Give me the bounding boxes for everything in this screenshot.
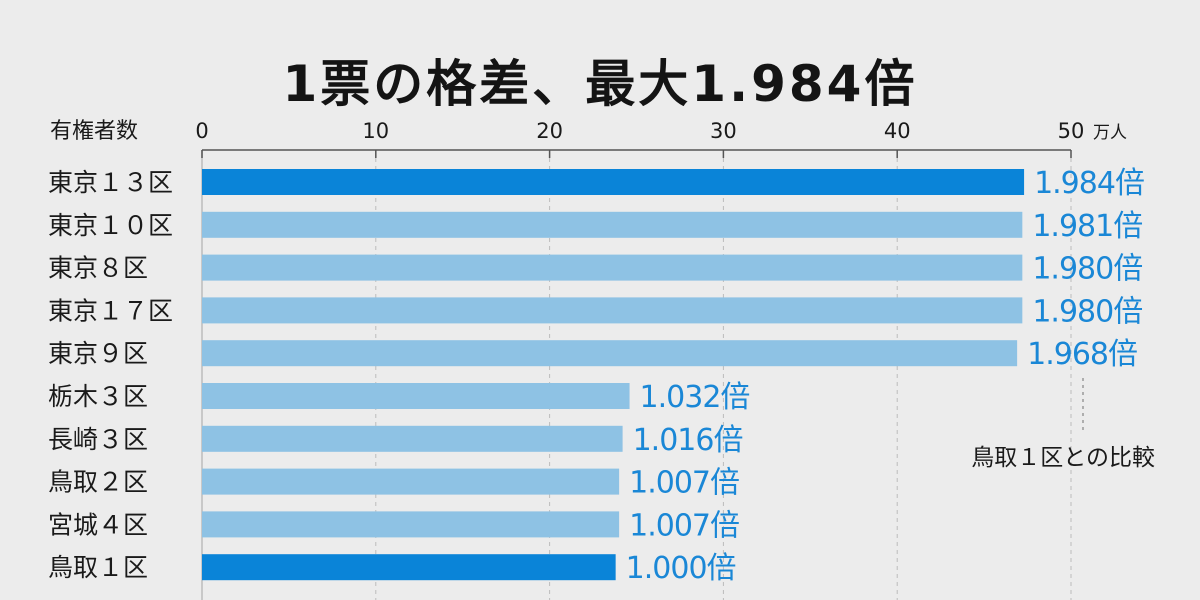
x-tick-label: 0 bbox=[195, 119, 208, 143]
data-label: 1.007倍 bbox=[629, 466, 739, 501]
bar bbox=[202, 425, 623, 452]
chart-title: 1票の格差、最大1.984倍 bbox=[282, 55, 918, 113]
bar bbox=[202, 340, 1018, 367]
x-tick-label: 10 bbox=[362, 119, 389, 143]
category-label: 鳥取２区 bbox=[48, 468, 148, 497]
x-tick-label: 40 bbox=[884, 119, 911, 143]
bar bbox=[202, 511, 620, 538]
category-label: 鳥取１区 bbox=[48, 553, 148, 582]
data-label: 1.980倍 bbox=[1032, 294, 1142, 329]
category-label: 東京１０区 bbox=[48, 211, 173, 240]
data-label: 1.984倍 bbox=[1034, 166, 1144, 201]
annotation-text: 鳥取１区との比較 bbox=[971, 445, 1155, 471]
data-label: 1.007倍 bbox=[629, 508, 739, 543]
bar bbox=[202, 211, 1023, 238]
data-label: 1.000倍 bbox=[626, 551, 736, 586]
x-axis-unit: 万人 bbox=[1093, 123, 1127, 143]
data-label: 1.016倍 bbox=[633, 423, 743, 458]
x-tick-label: 50 bbox=[1058, 119, 1085, 143]
data-label: 1.968倍 bbox=[1027, 337, 1137, 372]
x-tick-label: 20 bbox=[536, 119, 563, 143]
category-label: 東京９区 bbox=[48, 339, 148, 368]
bar bbox=[202, 554, 616, 581]
bar bbox=[202, 383, 630, 409]
x-tick-label: 30 bbox=[710, 119, 737, 143]
category-label: 東京１３区 bbox=[48, 168, 173, 197]
category-label: 宮城４区 bbox=[48, 510, 148, 539]
data-label: 1.980倍 bbox=[1032, 252, 1142, 287]
bar bbox=[202, 254, 1023, 281]
data-label: 1.981倍 bbox=[1032, 209, 1142, 244]
category-label: 東京８区 bbox=[48, 254, 148, 283]
x-axis-label: 有権者数 bbox=[50, 119, 138, 144]
bar bbox=[202, 169, 1025, 195]
bar bbox=[202, 297, 1023, 324]
category-label: 長崎３区 bbox=[48, 425, 148, 454]
bar bbox=[202, 468, 620, 495]
category-label: 栃木３区 bbox=[48, 382, 148, 411]
data-label: 1.032倍 bbox=[640, 380, 750, 415]
category-label: 東京１７区 bbox=[48, 296, 173, 325]
